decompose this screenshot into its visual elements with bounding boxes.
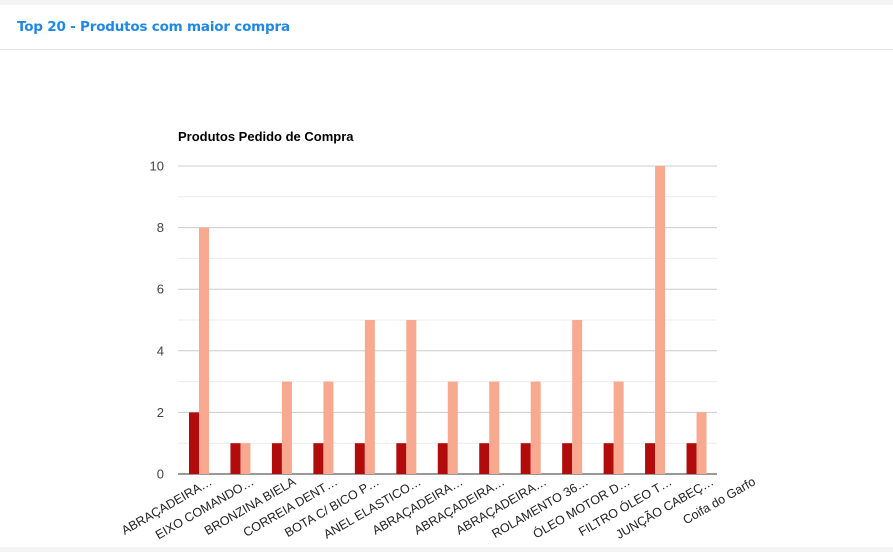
y-tick-label: 0 bbox=[157, 467, 164, 482]
y-tick-label: 4 bbox=[157, 343, 164, 358]
bar-series-1 bbox=[230, 443, 241, 474]
x-tick-label: Coifa do Garfo bbox=[680, 474, 757, 527]
bar-series-1 bbox=[313, 443, 324, 474]
bar-series-2 bbox=[489, 381, 500, 474]
bar-series-1 bbox=[354, 443, 365, 474]
y-tick-label: 10 bbox=[150, 159, 164, 174]
bar-series-1 bbox=[603, 443, 614, 474]
bar-series-1 bbox=[645, 443, 656, 474]
bar-series-1 bbox=[686, 443, 697, 474]
bar-series-1 bbox=[396, 443, 407, 474]
y-tick-label: 8 bbox=[157, 220, 164, 235]
x-axis-labels: ABRAÇADEIRA…EIXO COMANDO…BRONZINA BIELAC… bbox=[119, 474, 758, 543]
card-header: Top 20 - Produtos com maior compra bbox=[0, 5, 893, 50]
bar-series-1 bbox=[562, 443, 573, 474]
bar-series-2 bbox=[406, 320, 417, 474]
bar-series-2 bbox=[696, 412, 707, 474]
y-tick-label: 6 bbox=[157, 282, 164, 297]
bar-series-2 bbox=[323, 381, 334, 474]
bar-series-2 bbox=[199, 227, 209, 474]
chart-title: Produtos Pedido de Compra bbox=[178, 129, 354, 144]
bar-series-2 bbox=[613, 381, 624, 474]
bar-series-2 bbox=[447, 381, 458, 474]
bar-series-2 bbox=[240, 443, 251, 474]
gridlines bbox=[178, 165, 717, 475]
y-tick-label: 2 bbox=[157, 405, 164, 420]
bar-series-1 bbox=[271, 443, 282, 474]
bar-series-1 bbox=[479, 443, 490, 474]
bar-series-1 bbox=[437, 443, 448, 474]
bar-series-2 bbox=[572, 320, 583, 474]
bar-series-2 bbox=[530, 381, 541, 474]
bar-series-1 bbox=[520, 443, 531, 474]
bars bbox=[189, 166, 707, 474]
bar-series-2 bbox=[281, 381, 292, 474]
bar-series-1 bbox=[189, 412, 199, 474]
bar-series-2 bbox=[655, 166, 666, 474]
card-title: Top 20 - Produtos com maior compra bbox=[17, 19, 290, 35]
bar-series-2 bbox=[364, 320, 375, 474]
y-axis-ticks: 0 2 4 6 8 10 bbox=[150, 159, 164, 482]
